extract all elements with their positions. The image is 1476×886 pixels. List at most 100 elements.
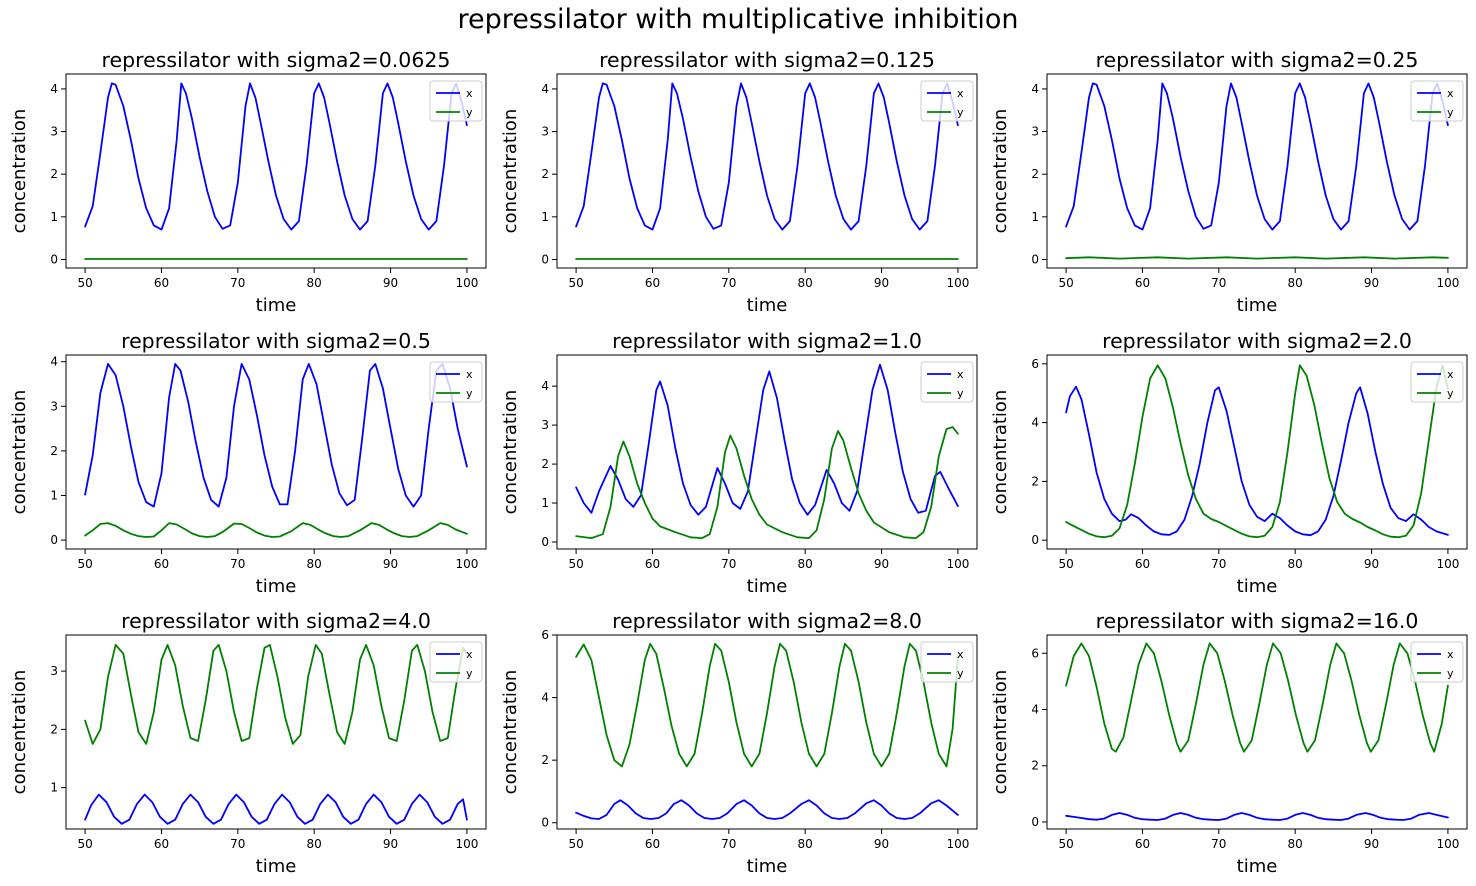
y-tick-label: 0	[541, 535, 549, 549]
y-tick-label: 3	[50, 664, 58, 678]
plot-frame	[556, 354, 978, 550]
subplot-2: repressilator with sigma2=0.125 50 60 70 80 9…	[500, 48, 978, 316]
x-axis-label: time	[256, 576, 297, 597]
subplot-9: repressilator with sigma2=16.050 60 70 80 90…	[990, 609, 1468, 877]
y-axis-label: concentration	[500, 670, 521, 795]
series-line-x	[575, 799, 959, 820]
y-axis-label: concentration	[990, 670, 1011, 795]
series-line-x	[1065, 82, 1449, 231]
legend: xy	[1410, 641, 1464, 683]
legend-box	[920, 641, 974, 683]
y-tick-label: 4	[1031, 703, 1039, 717]
subplot-title: repressilator with sigma2=8.0	[612, 609, 922, 633]
legend-label-x: x	[1447, 648, 1454, 661]
legend-label-x: x	[466, 368, 473, 381]
legend: xy	[429, 641, 483, 683]
y-tick-label: 1	[1031, 210, 1039, 224]
x-tick-label: 90	[874, 557, 889, 571]
y-tick-label: 1	[50, 210, 58, 224]
y-tick-label: 4	[1031, 416, 1039, 430]
series-line-x	[575, 363, 959, 516]
subplot-4: repressilator with sigma2=0.5 50 60 70 80 90 1…	[9, 329, 487, 597]
y-tick-label: 2	[541, 753, 549, 767]
y-tick-label: 0	[1031, 533, 1039, 547]
series-line-x	[575, 82, 959, 231]
y-tick-label: 1	[541, 210, 549, 224]
y-tick-label: 1	[541, 496, 549, 510]
legend: xy	[429, 80, 483, 122]
x-tick-label: 50	[77, 276, 92, 290]
plot-frame	[65, 634, 487, 830]
legend-box	[429, 641, 483, 683]
x-tick-label: 50	[1058, 557, 1073, 571]
y-tick-label: 4	[1031, 82, 1039, 96]
plot-frame	[1046, 634, 1468, 830]
x-tick-label: 60	[645, 276, 660, 290]
y-tick-label: 2	[1031, 759, 1039, 773]
x-tick-label: 90	[383, 276, 398, 290]
subplot-1: repressilator with sigma2=0.0625 50 60 70 80…	[9, 48, 487, 316]
x-tick-label: 90	[1364, 837, 1379, 851]
x-tick-label: 100	[455, 276, 478, 290]
subplot-title: repressilator with sigma2=2.0	[1102, 329, 1412, 353]
plot-frame	[1046, 354, 1468, 550]
subplot-title: repressilator with sigma2=0.25	[1096, 48, 1419, 72]
x-tick-label: 80	[1288, 837, 1303, 851]
x-tick-label: 50	[1058, 837, 1073, 851]
y-tick-label: 3	[50, 125, 58, 139]
x-tick-label: 70	[1211, 837, 1226, 851]
plot-frame	[65, 73, 487, 269]
y-tick-label: 4	[541, 379, 549, 393]
x-tick-label: 50	[568, 557, 583, 571]
series-group	[1065, 642, 1449, 821]
subplot-title: repressilator with sigma2=0.0625	[102, 48, 451, 72]
y-axis-label: concentration	[990, 109, 1011, 234]
legend-box	[920, 361, 974, 403]
legend-label-x: x	[1447, 368, 1454, 381]
x-tick-label: 100	[455, 837, 478, 851]
x-axis-label: time	[1237, 856, 1278, 877]
subplot-3: repressilator with sigma2=0.25 50 60 70 80 90…	[990, 48, 1468, 316]
legend-label-y: y	[1447, 387, 1454, 400]
x-tick-label: 70	[230, 276, 245, 290]
y-tick-label: 0	[541, 816, 549, 830]
x-axis-label: time	[1237, 576, 1278, 597]
series-group	[575, 642, 959, 820]
legend-label-y: y	[466, 387, 473, 400]
legend-label-y: y	[466, 106, 473, 119]
series-line-y	[575, 426, 959, 539]
y-tick-label: 0	[1031, 252, 1039, 266]
series-group	[575, 82, 959, 260]
x-tick-label: 100	[1436, 837, 1459, 851]
series-line-y	[575, 642, 959, 768]
y-tick-label: 4	[541, 691, 549, 705]
series-line-x	[1065, 385, 1449, 537]
legend-box	[1410, 80, 1464, 122]
y-tick-label: 0	[541, 252, 549, 266]
legend: xy	[920, 641, 974, 683]
series-line-x	[84, 82, 468, 231]
x-tick-label: 50	[77, 557, 92, 571]
legend-box	[1410, 361, 1464, 403]
legend-label-x: x	[466, 648, 473, 661]
x-tick-label: 60	[154, 837, 169, 851]
legend-label-x: x	[957, 648, 964, 661]
x-tick-label: 70	[721, 276, 736, 290]
legend: xy	[920, 361, 974, 403]
x-tick-label: 90	[383, 837, 398, 851]
y-tick-label: 6	[541, 628, 549, 642]
legend-box	[1410, 641, 1464, 683]
x-tick-label: 80	[307, 276, 322, 290]
y-tick-label: 6	[1031, 646, 1039, 660]
y-axis-label: concentration	[990, 390, 1011, 515]
y-tick-label: 2	[1031, 167, 1039, 181]
legend-label-x: x	[957, 87, 964, 100]
legend-label-x: x	[957, 368, 964, 381]
x-tick-label: 90	[1364, 276, 1379, 290]
plot-frame	[1046, 73, 1468, 269]
x-tick-label: 50	[568, 276, 583, 290]
x-axis-label: time	[1237, 295, 1278, 316]
series-group	[575, 363, 959, 539]
x-tick-label: 80	[1288, 557, 1303, 571]
